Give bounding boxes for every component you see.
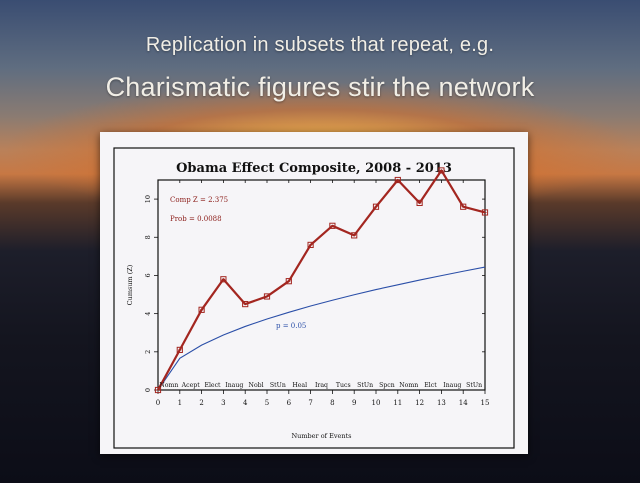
composite-point <box>307 241 314 249</box>
composite-point <box>416 199 423 207</box>
event-label: Elct <box>424 382 437 389</box>
p-curve-annotation: p = 0.05 <box>276 322 306 330</box>
composite-point <box>176 346 183 354</box>
composite-point <box>285 278 292 285</box>
x-tick-label: 6 <box>287 399 292 407</box>
event-label: Inaug <box>443 382 461 389</box>
x-tick-label: 5 <box>265 399 269 407</box>
event-label: Iraq <box>315 382 328 389</box>
points-layer <box>154 167 489 394</box>
x-tick-label: 15 <box>481 399 490 407</box>
composite-point <box>460 203 467 210</box>
y-tick-label: 6 <box>144 273 152 277</box>
event-label: Spcn <box>379 382 395 389</box>
series-layer <box>157 169 486 391</box>
event-label: StUn <box>357 382 373 389</box>
composite-point <box>351 232 358 239</box>
event-label: StUn <box>270 382 286 389</box>
chart-title: Obama Effect Composite, 2008 - 2013 <box>176 161 452 176</box>
x-tick-label: 10 <box>372 399 381 407</box>
x-axis-label: Number of Events <box>291 432 351 440</box>
event-label: Inaug <box>225 382 243 389</box>
y-tick-label: 2 <box>144 350 152 354</box>
y-tick-label: 4 <box>144 312 152 316</box>
event-label: Nobl <box>249 382 264 389</box>
x-tick-label: 3 <box>221 399 225 407</box>
obama-effect-chart: Obama Effect Composite, 2008 - 2013 Comp… <box>113 147 515 449</box>
event-label: Nomn <box>159 382 178 389</box>
event-label: Acept <box>181 382 201 389</box>
y-tick-label: 10 <box>144 195 152 203</box>
event-label: Elect <box>204 382 221 389</box>
y-axis-label: Cumsum (Z) <box>126 264 134 305</box>
comp-z-annotation: Comp Z = 2.375 <box>170 196 228 204</box>
event-label: StUn <box>466 382 482 389</box>
x-tick-label: 8 <box>330 399 334 407</box>
x-tick-label: 12 <box>415 399 424 407</box>
slide-title-line-1: Replication in subsets that repeat, e.g. <box>145 34 495 56</box>
composite-point <box>242 300 249 308</box>
composite-point <box>220 276 227 283</box>
event-label: Heal <box>292 382 307 389</box>
composite-point <box>438 167 445 174</box>
slide-title-line-2: Charismatic figures stir the network <box>105 72 535 102</box>
plot-frame <box>113 147 515 449</box>
composite-point <box>198 306 205 313</box>
prob-annotation: Prob = 0.0088 <box>170 215 222 223</box>
threshold-curve-line <box>157 266 486 391</box>
event-labels: Nomn Acept Elect Inaug Nobl StUn Heal Iraq Tucs S… <box>159 382 482 389</box>
composite-series-line <box>157 169 486 391</box>
x-tick-label: 2 <box>199 399 203 407</box>
plot-area <box>157 179 486 391</box>
event-label: Tucs <box>336 382 351 389</box>
composite-point <box>394 176 401 184</box>
x-tick-label: 13 <box>437 399 446 407</box>
x-tick-label: 11 <box>393 399 402 407</box>
x-tick-label: 7 <box>308 399 312 407</box>
composite-point <box>154 386 162 394</box>
x-tick-label: 1 <box>178 399 182 407</box>
chart-figure: Obama Effect Composite, 2008 - 2013 Comp… <box>100 132 528 454</box>
x-tick-label: 9 <box>352 399 356 407</box>
composite-point <box>481 209 489 216</box>
x-tick-label: 4 <box>243 399 248 407</box>
composite-point <box>372 203 380 210</box>
x-tick-label: 14 <box>459 399 468 407</box>
event-label: Nomn <box>399 382 418 389</box>
y-tick-label: 0 <box>144 388 152 392</box>
composite-point <box>263 293 271 300</box>
y-tick-label: 8 <box>144 235 152 239</box>
x-tick-label: 0 <box>156 399 160 407</box>
composite-point <box>329 222 336 229</box>
